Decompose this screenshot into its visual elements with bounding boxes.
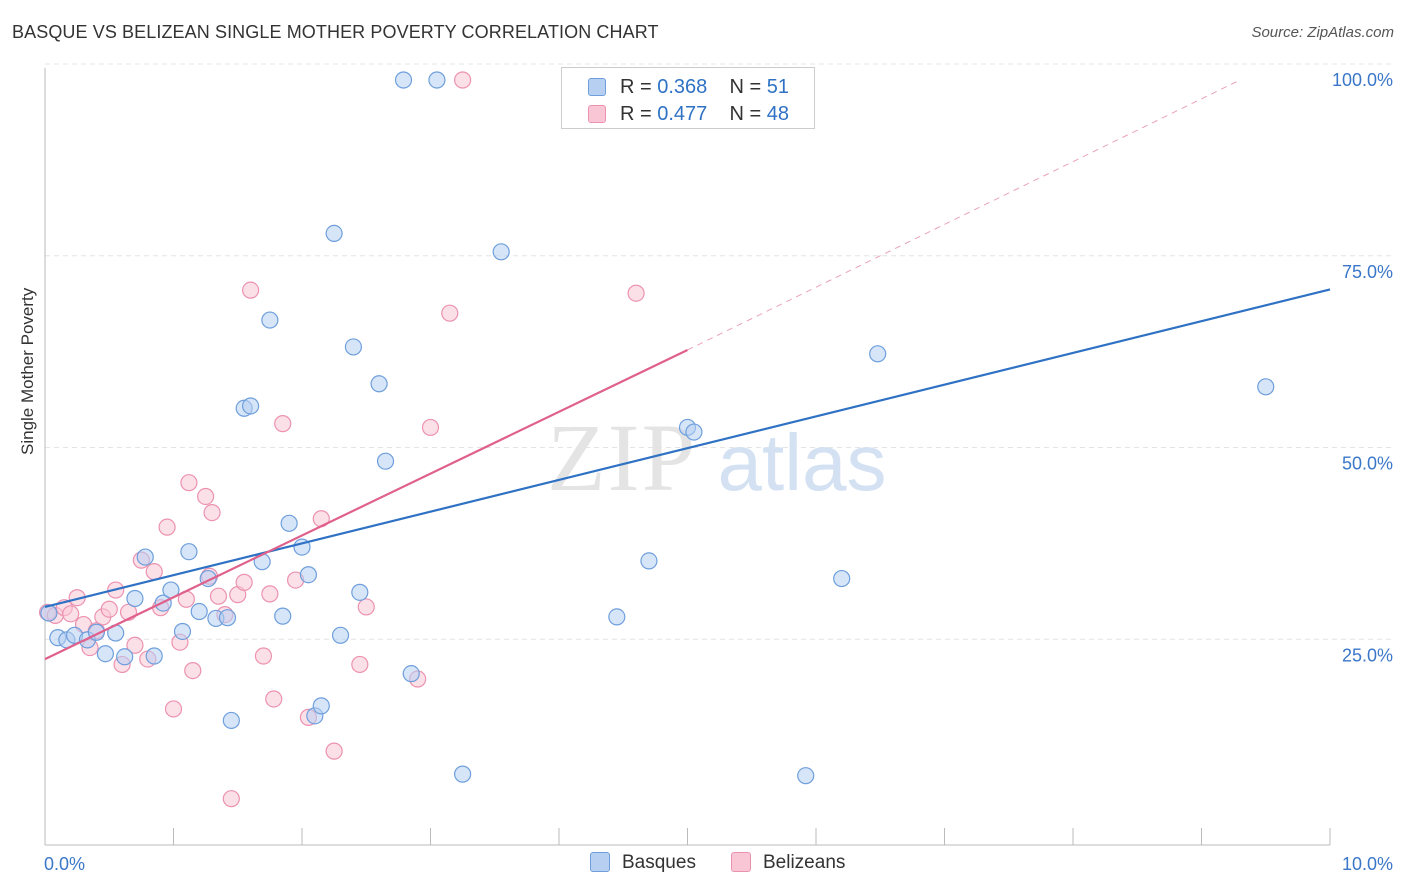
basques-point [685, 423, 703, 441]
basques-point [218, 609, 237, 627]
y-tick-label-50: 50.0% [1342, 454, 1393, 474]
tick-labels: 25.0% 50.0% 75.0% 100.0% 0.0% 10.0% [44, 70, 1393, 874]
basques-point [833, 569, 851, 588]
basques-point [454, 765, 472, 783]
basques-point [325, 224, 343, 242]
basques-r-value: 0.368 [657, 76, 708, 98]
belizeans-point [351, 655, 369, 674]
belizeans-point [100, 600, 118, 618]
belizeans-point [203, 503, 221, 522]
belizeans-point [265, 690, 283, 708]
belizeans-point [184, 661, 202, 680]
belizeans-point [197, 487, 215, 506]
x-tick-label-0: 0.0% [44, 854, 85, 874]
basques-point [126, 589, 144, 608]
belizeans-point [145, 563, 163, 581]
belizeans-point [357, 598, 375, 616]
basques-point [180, 543, 198, 561]
watermark: ZIP atlas [547, 404, 886, 511]
belizeans-point [274, 415, 292, 433]
basques-legend-swatch [590, 852, 610, 872]
basques-point [253, 553, 271, 571]
basques-point [222, 711, 240, 730]
basques-point [116, 648, 134, 666]
y-tick-label-25: 25.0% [1342, 645, 1393, 665]
belizeans-point [209, 587, 228, 605]
basques-point [869, 345, 887, 363]
basques-n-value: 51 [766, 76, 790, 98]
basques-point [96, 645, 114, 663]
basques-point [190, 602, 208, 621]
belizeans-legend-swatch [731, 852, 751, 872]
basques-swatch [588, 78, 606, 96]
axes [44, 68, 1331, 846]
basques-point [274, 607, 292, 625]
basques-point [394, 71, 413, 89]
belizeans-point [158, 518, 176, 536]
watermark-atlas: atlas [718, 418, 887, 507]
belizeans-point [222, 790, 240, 808]
belizeans-point [254, 647, 273, 665]
basques-point [402, 665, 420, 683]
basques-n-label: N = [729, 76, 762, 98]
basques-point [1257, 378, 1275, 396]
belizeans-point [261, 585, 279, 603]
correlation-legend: R = 0.368 N = 51 R = 0.477 N = 48 [561, 67, 815, 129]
belizeans-trend-extension [687, 79, 1241, 351]
belizeans-n-label: N = [729, 103, 762, 125]
basques-point [280, 514, 298, 532]
watermark-zip: ZIP [547, 404, 697, 511]
basques-point [376, 452, 395, 470]
grid-lines [45, 63, 1395, 640]
basques-point [608, 608, 626, 626]
belizeans-r-value: 0.477 [657, 103, 708, 125]
y-tick-label-100: 100.0% [1332, 70, 1393, 90]
belizeans-point [421, 418, 440, 437]
trend-lines [44, 79, 1331, 661]
belizeans-n-value: 48 [766, 103, 790, 125]
basques-point [40, 604, 58, 622]
belizeans-point [164, 700, 183, 718]
x-tick-label-10: 10.0% [1342, 854, 1393, 874]
basques-point [492, 243, 510, 261]
basques-point [261, 311, 279, 329]
belizeans-point [235, 573, 253, 591]
basques-r-label: R = [620, 76, 652, 98]
belizeans-legend-label: Belizeans [763, 852, 846, 873]
basques-point [344, 338, 362, 356]
belizeans-point [180, 474, 198, 492]
basques-point [370, 375, 388, 393]
y-axis-label: Single Mother Poverty [18, 287, 37, 455]
basques-point [173, 622, 192, 641]
basques-point [797, 767, 815, 785]
belizeans-point [242, 281, 260, 299]
basques-trend-line [44, 288, 1331, 608]
basques-point [331, 626, 350, 644]
belizeans-swatch [588, 105, 606, 123]
basques-point [640, 552, 658, 570]
belizeans-r-label: R = [620, 103, 652, 125]
basques-point [145, 647, 163, 665]
basques-point [312, 697, 330, 715]
belizeans-point [126, 636, 144, 654]
belizeans-point [627, 284, 645, 302]
basques-point [428, 71, 446, 89]
belizeans-point [441, 304, 459, 322]
chart-title: BASQUE VS BELIZEAN SINGLE MOTHER POVERTY… [12, 22, 659, 42]
y-tick-label-75: 75.0% [1342, 262, 1393, 282]
belizeans-point [62, 605, 80, 623]
source-credit: Source: ZipAtlas.com [1251, 24, 1394, 41]
belizeans-point [454, 71, 472, 89]
basques-point [351, 583, 369, 601]
basques-legend-label: Basques [622, 852, 696, 873]
basques-points [40, 71, 1275, 785]
belizeans-point [325, 742, 343, 760]
basques-point [242, 397, 260, 415]
basques-point [299, 566, 318, 584]
belizeans-trend-line [44, 348, 688, 661]
basques-point [136, 548, 154, 566]
